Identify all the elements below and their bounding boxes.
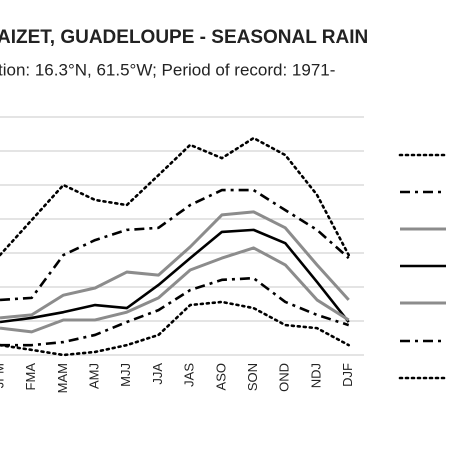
x-tick-label: NDJ [308,363,323,388]
series-line [0,210,350,320]
series-line [0,228,350,324]
chart-subtitle: tion: 16.3°N, 61.5°W; Period of record: … [0,60,335,79]
x-tick-label: DJF [340,363,355,387]
x-tick-label: JFM [0,363,6,388]
x-tick-label: JJA [150,363,165,385]
series-line [0,136,350,257]
x-tick-label: ASO [213,363,228,390]
x-tick-label: SON [245,363,260,391]
series-line [0,188,350,302]
x-tick-label: OND [277,363,292,392]
x-tick-label: MAM [55,363,70,393]
x-tick-label: AMJ [87,363,102,389]
chart-title: AIZET, GUADELOUPE - SEASONAL RAIN [0,27,368,48]
x-tick-label: JAS [182,363,197,387]
series-line [0,246,350,334]
x-tick-label: FMA [23,363,38,391]
x-tick-label: MJJ [118,363,133,387]
series-line [0,300,350,357]
series-line [0,276,350,347]
